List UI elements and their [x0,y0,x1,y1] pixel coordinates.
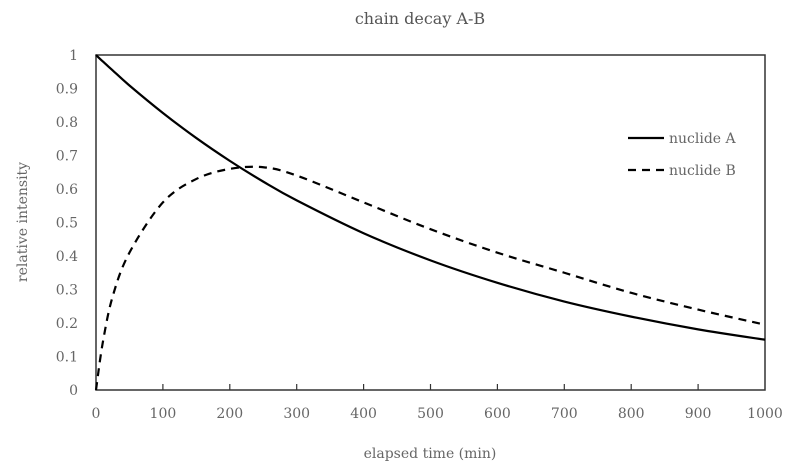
chart-title: chain decay A-B [355,9,485,28]
legend-label-nuclide-a: nuclide A [669,131,737,147]
y-tick-label: 0.8 [56,115,78,131]
x-tick-label: 700 [551,406,578,422]
x-tick-label: 100 [150,406,177,422]
y-tick-label: 0.5 [56,216,78,232]
x-tick-label: 500 [417,406,444,422]
y-tick-label: 0 [69,383,78,399]
y-tick-label: 0.4 [56,249,78,265]
y-tick-label: 0.3 [56,283,78,299]
x-tick-label: 600 [484,406,511,422]
y-tick-label: 0.9 [56,82,78,98]
y-tick-label: 0.7 [56,149,78,165]
x-tick-label: 800 [618,406,645,422]
x-tick-label: 1000 [747,406,783,422]
y-tick-label: 0.6 [56,182,78,198]
x-axis-label: elapsed time (min) [364,446,497,462]
series-line-nuclide-b [94,165,766,391]
legend: nuclide A nuclide B [628,131,737,179]
y-tick-label: 0.1 [56,350,78,366]
y-tick-label: 0.2 [56,316,78,332]
x-tick-label: 400 [350,406,377,422]
y-tick-label: 1 [69,48,78,64]
x-tick-label: 200 [216,406,243,422]
x-tick-label: 300 [283,406,310,422]
plot-frame [95,54,766,391]
x-tick-label: 0 [92,406,101,422]
legend-label-nuclide-b: nuclide B [669,163,736,179]
series-line-nuclide-a [95,54,766,341]
x-tick-label: 900 [685,406,712,422]
y-axis-label: relative intensity [15,162,31,282]
